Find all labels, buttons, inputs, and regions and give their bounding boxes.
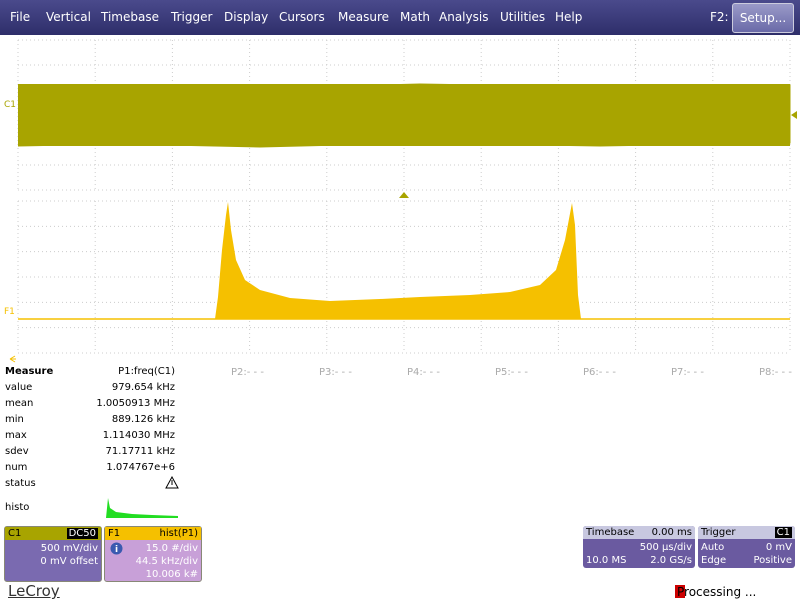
f1-hscale: 44.5 kHz/div (135, 556, 198, 567)
menu-item[interactable]: Analysis (439, 10, 489, 24)
c1-name: C1 (8, 528, 22, 539)
mini-histogram (95, 498, 178, 518)
menu-bar (0, 0, 800, 35)
param-slot[interactable]: P3:- - - (319, 367, 352, 378)
measure-value: 1.074767e+6 (106, 462, 175, 473)
c1-offset: 0 mV offset (40, 556, 98, 567)
menu-item[interactable]: Timebase (101, 10, 159, 24)
menu-item[interactable]: Utilities (500, 10, 546, 24)
histo-label: histo (5, 502, 30, 513)
status-icon (165, 476, 179, 489)
param-slot[interactable]: P4:- - - (407, 367, 440, 378)
measure-value: 889.126 kHz (111, 414, 175, 425)
timebase-rate: 2.0 GS/s (650, 555, 692, 566)
shortcut: F2: (710, 10, 729, 24)
menu-item[interactable]: File (10, 10, 31, 24)
waveform-display (9, 39, 797, 363)
status-text: Processing ... (677, 585, 757, 599)
timebase-box[interactable]: Timebase 0.00 ms 500 µs/div 10.0 MS 2.0 … (583, 526, 695, 568)
status-indicator (675, 585, 685, 598)
f1-vscale: 15.0 #/div (145, 543, 198, 554)
timebase-samples: 10.0 MS (586, 555, 627, 566)
f1-func: hist(P1) (159, 528, 198, 539)
measure-value: 1.114030 MHz (102, 430, 175, 441)
f1-box[interactable]: F1 hist(P1) i 15.0 #/div 44.5 kHz/div 10… (104, 526, 202, 582)
menu-item[interactable]: Vertical (46, 10, 91, 24)
f1-count: 10.006 k# (145, 569, 198, 580)
measure-label: sdev (5, 446, 29, 457)
trigger-type: Edge (701, 555, 727, 566)
measure-label: max (5, 430, 27, 441)
f1-label: F1 (4, 307, 15, 317)
c1-box[interactable]: C1 DC50 500 mV/div 0 mV offset (4, 526, 102, 582)
measure-title: Measure (5, 366, 54, 377)
trigger-mode: Auto (701, 542, 725, 553)
trigger-level: 0 mV (765, 542, 792, 553)
timebase-delay: 0.00 ms (651, 527, 692, 538)
measure-label: status (5, 478, 36, 489)
c1-level-marker (791, 111, 797, 119)
menu-item[interactable]: Measure (338, 10, 389, 24)
trigger-box[interactable]: Trigger C1 Auto 0 mV Edge Positive (698, 526, 795, 568)
measure-value: 1.0050913 MHz (96, 398, 175, 409)
menu-item[interactable]: Math (400, 10, 431, 24)
param-slot[interactable]: P8:- - - (759, 367, 792, 378)
timebase-title: Timebase (586, 527, 635, 538)
menu-item[interactable]: Trigger (171, 10, 213, 24)
measure-param: P1:freq(C1) (118, 366, 175, 377)
menu-item[interactable]: Cursors (279, 10, 325, 24)
param-slot[interactable]: P7:- - - (671, 367, 704, 378)
setup-button[interactable]: Setup... (732, 3, 794, 33)
timebase-scale: 500 µs/div (639, 542, 692, 553)
f1-name: F1 (108, 528, 121, 539)
param-slot[interactable]: P2:- - - (231, 367, 264, 378)
c1-noise (17, 83, 791, 148)
measure-label: min (5, 414, 24, 425)
menu-item[interactable]: Help (555, 10, 583, 24)
trigger-title: Trigger (701, 527, 736, 538)
measure-label: value (5, 382, 33, 393)
trigger-source: C1 (774, 527, 792, 538)
c1-label: C1 (4, 100, 17, 110)
info-icon: i (110, 542, 123, 555)
scroll-marker (9, 355, 16, 363)
measure-value: 979.654 kHz (111, 382, 175, 393)
svg-text:i: i (115, 545, 118, 555)
measure-label: mean (5, 398, 34, 409)
measure-value: 71.17711 kHz (105, 446, 175, 457)
brand: LeCroy (8, 582, 60, 600)
c1-scale: 500 mV/div (40, 543, 98, 554)
trigger-slope: Positive (753, 555, 792, 566)
param-slot[interactable]: P6:- - - (583, 367, 616, 378)
param-slot[interactable]: P5:- - - (495, 367, 528, 378)
f1-histogram (215, 202, 581, 319)
menu-item[interactable]: Display (224, 10, 269, 24)
measure-label: num (5, 462, 28, 473)
trigger-marker (399, 192, 409, 198)
c1-coupling: DC50 (66, 528, 98, 539)
